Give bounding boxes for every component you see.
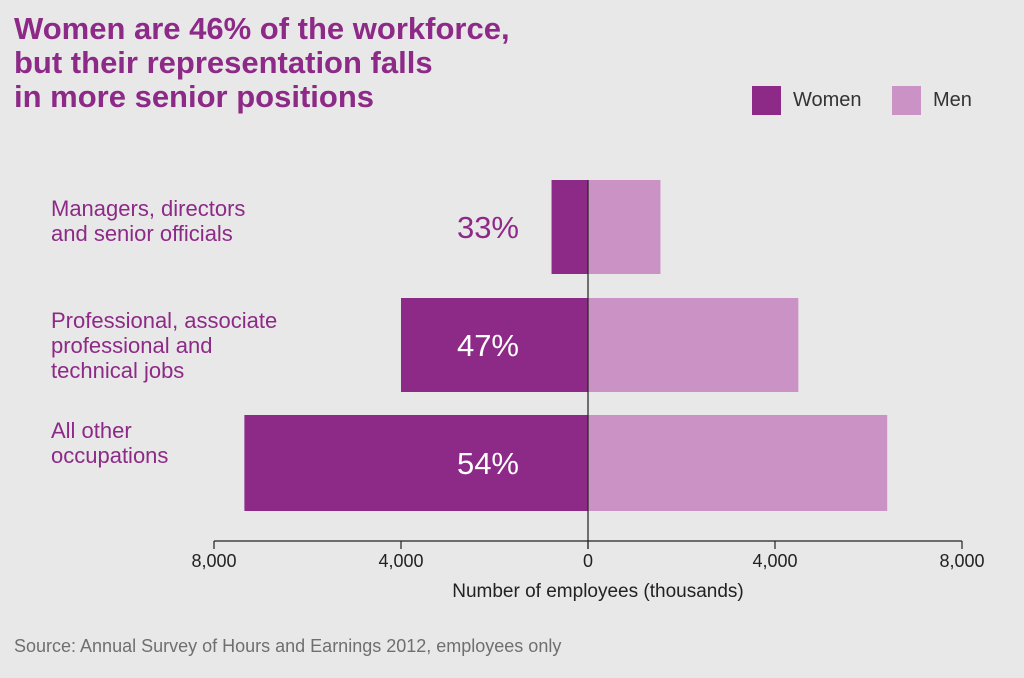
legend-label-women: Women — [793, 89, 862, 111]
source-note: Source: Annual Survey of Hours and Earni… — [14, 636, 562, 656]
category-label-line: and senior officials — [51, 221, 233, 246]
legend-swatch-men — [892, 86, 921, 115]
category-label-line: occupations — [51, 443, 169, 468]
bar-men — [588, 298, 799, 392]
legend-swatch-women — [752, 86, 781, 115]
category-label-line: professional and — [51, 333, 213, 358]
x-tick-label: 8,000 — [939, 551, 984, 571]
bar-men — [588, 415, 888, 511]
bar-women — [551, 180, 588, 274]
chart-title: Women are 46% of the workforce, but thei… — [14, 12, 654, 114]
category-label-line: All other — [51, 418, 132, 443]
bar-women — [244, 415, 588, 511]
chart-title-line: Women are 46% of the workforce, — [14, 11, 510, 46]
chart-title-line: but their representation falls — [14, 45, 433, 80]
x-axis-label: Number of employees (thousands) — [452, 581, 743, 602]
category-label-line: Professional, associate — [51, 308, 278, 333]
category-label-managers: Managers, directors and senior officials — [51, 196, 341, 246]
x-tick-label: 8,000 — [191, 551, 236, 571]
legend-item-women: Women — [752, 86, 862, 115]
category-label-professional: Professional, associate professional and… — [51, 308, 341, 383]
x-tick-label: 0 — [583, 551, 593, 571]
category-label-other: All other occupations — [51, 418, 341, 468]
bar-percentage-label: 47% — [457, 328, 519, 363]
bar-percentage-label: 33% — [457, 210, 519, 245]
category-label-line: Managers, directors — [51, 196, 246, 221]
chart-title-line: in more senior positions — [14, 79, 374, 114]
bar-men — [588, 180, 661, 274]
legend-item-men: Men — [892, 86, 972, 115]
bar-percentage-label: 54% — [457, 446, 519, 481]
x-tick-label: 4,000 — [378, 551, 423, 571]
legend-label-men: Men — [933, 89, 972, 111]
bar-women — [401, 298, 588, 392]
x-tick-label: 4,000 — [752, 551, 797, 571]
category-label-line: technical jobs — [51, 358, 185, 383]
